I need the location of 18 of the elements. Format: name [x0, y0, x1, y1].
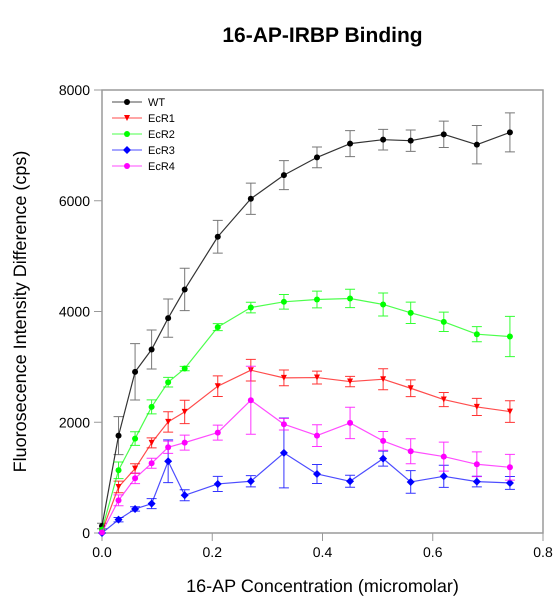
x-tick-label: 0.0 — [92, 544, 112, 560]
y-tick-label: 4000 — [58, 304, 90, 320]
legend-label: WT — [148, 97, 166, 109]
legend-label: EcR1 — [148, 113, 175, 125]
legend-label: EcR2 — [148, 129, 175, 141]
x-axis-title: 16-AP Concentration (micromolar) — [186, 576, 459, 596]
legend-label: EcR3 — [148, 145, 175, 157]
y-tick-label: 2000 — [58, 414, 90, 430]
chart-title: 16-AP-IRBP Binding — [222, 24, 423, 47]
y-axis-title: Fluorosecence Intensity Difference (cps) — [10, 150, 30, 472]
y-tick-label: 8000 — [58, 82, 90, 98]
y-tick-label: 0 — [82, 525, 90, 541]
y-tick-label: 6000 — [58, 192, 90, 209]
legend-label: EcR4 — [148, 161, 175, 173]
x-tick-label: 0.8 — [533, 544, 553, 560]
x-tick-label: 0.4 — [312, 544, 332, 560]
x-tick-label: 0.6 — [423, 544, 443, 560]
x-tick-label: 0.2 — [202, 544, 222, 560]
